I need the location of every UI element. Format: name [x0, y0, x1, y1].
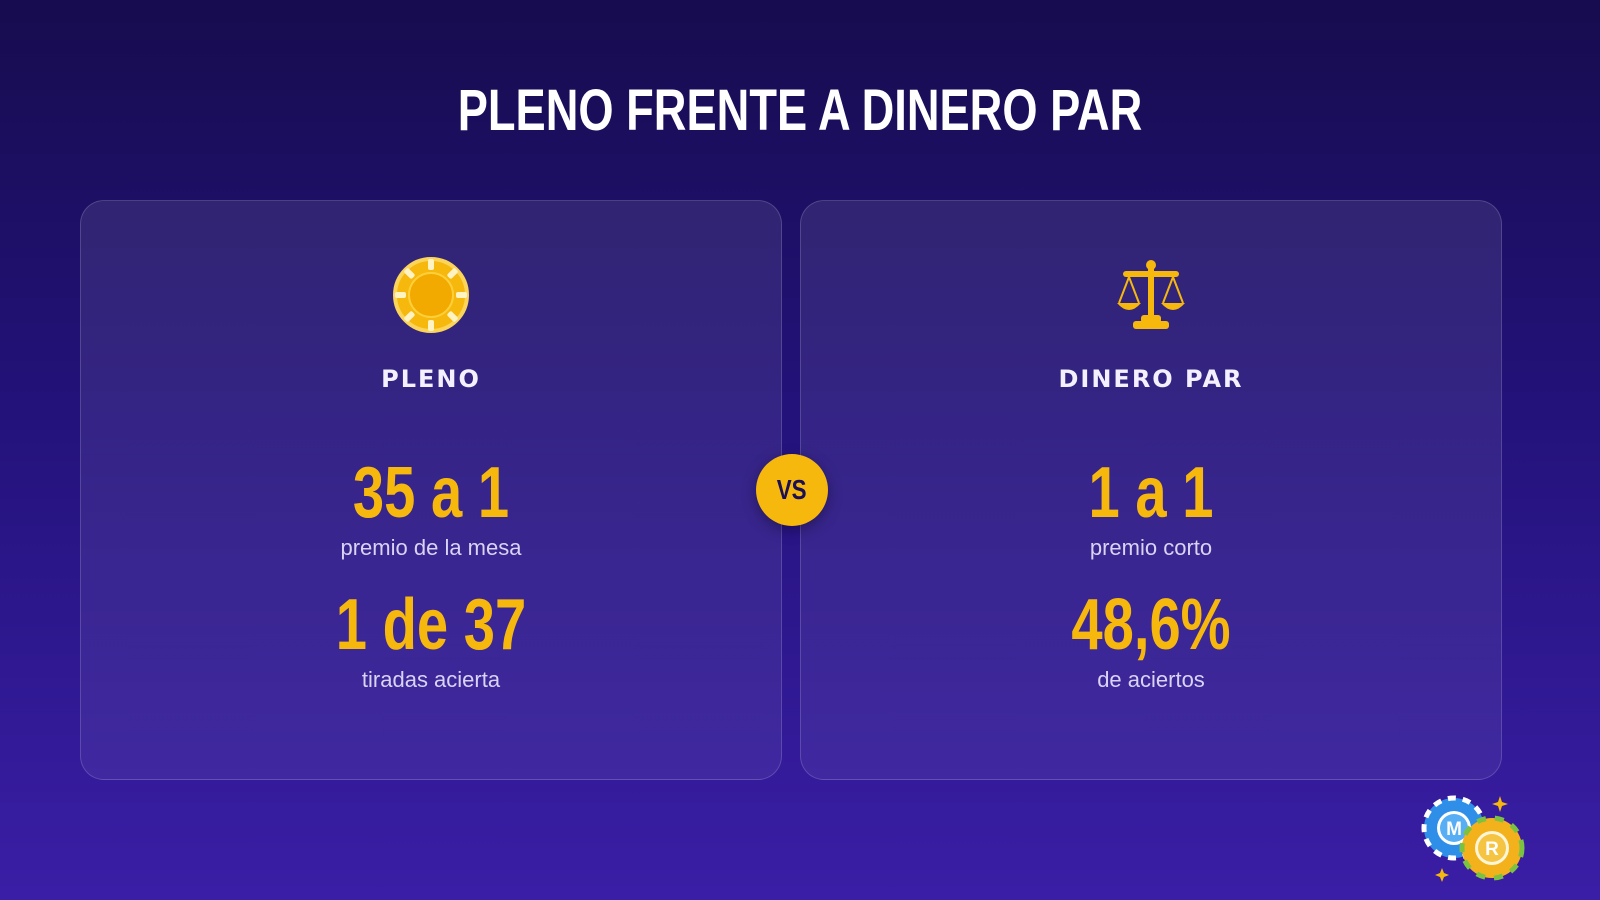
vs-badge: VS: [756, 454, 828, 526]
vs-label: VS: [777, 474, 807, 505]
balance-scale-icon: [1117, 260, 1185, 329]
logo-letter-m: M: [1446, 819, 1462, 840]
stat-value-odds: 1 de 37: [335, 585, 527, 665]
card-label-dinero-par: DINERO PAR: [1058, 365, 1244, 393]
stat-caption-odds: de aciertos: [1097, 667, 1205, 692]
page-title: PLENO FRENTE A DINERO PAR: [457, 78, 1143, 143]
casino-chip-icon: [393, 257, 469, 333]
stat-caption-odds: tiradas acierta: [361, 667, 501, 692]
card-dinero-par: DINERO PAR 1 a 1 premio corto 48,6% de a…: [800, 200, 1502, 780]
stat-value-payout: 35 a 1: [352, 453, 510, 533]
logo-letter-r: R: [1485, 839, 1499, 860]
card-label-pleno: PLENO: [381, 365, 481, 393]
stat-value-odds: 48,6%: [1071, 585, 1231, 665]
card-pleno: PLENO 35 a 1 premio de la mesa 1 de 37 t…: [80, 200, 782, 780]
stat-caption-payout: premio corto: [1089, 535, 1213, 560]
casino-chips-logo-icon: M R: [1421, 795, 1525, 882]
stat-caption-payout: premio de la mesa: [340, 535, 522, 560]
stat-value-payout: 1 a 1: [1088, 453, 1214, 533]
